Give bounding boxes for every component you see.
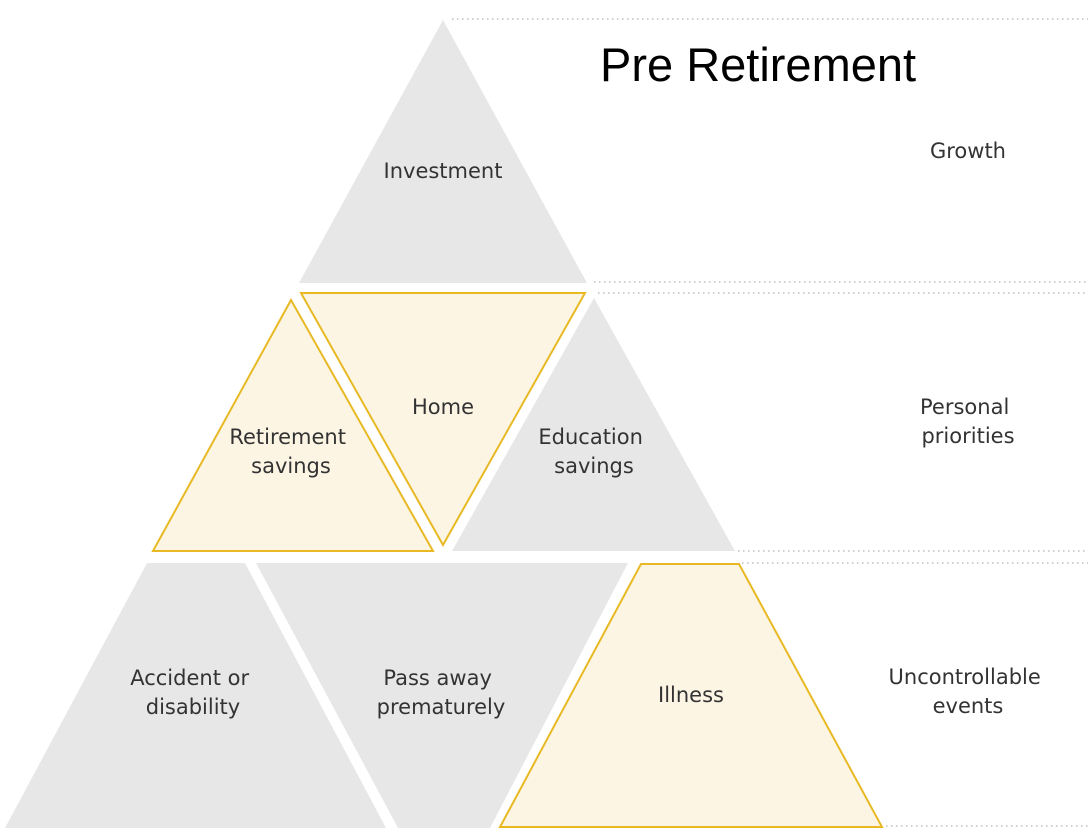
page-title: Pre Retirement xyxy=(600,38,916,91)
accident-or-disability-triangle xyxy=(5,563,386,828)
pass-away-prematurely-label: Pass away prematurely xyxy=(377,666,506,719)
retirement-savings-triangle xyxy=(151,297,435,552)
illness-trapezoid xyxy=(498,563,884,828)
tier-label-uncontrollable-events: Uncontrollable events xyxy=(889,665,1048,718)
illness-label: Illness xyxy=(658,683,724,707)
pass-away-prematurely-shape xyxy=(256,563,628,828)
education-savings-label: Education savings xyxy=(538,425,649,478)
home-inverted-triangle xyxy=(299,292,587,548)
tier-label-growth: Growth xyxy=(930,139,1006,163)
investment-label: Investment xyxy=(384,159,503,183)
accident-or-disability-label: Accident or disability xyxy=(130,666,256,719)
home-label: Home xyxy=(412,395,474,419)
education-savings-triangle xyxy=(452,298,735,551)
tier-label-personal-priorities: Personal priorities xyxy=(920,395,1016,448)
investment-triangle xyxy=(299,20,587,283)
retirement-savings-label: Retirement savings xyxy=(229,425,352,478)
